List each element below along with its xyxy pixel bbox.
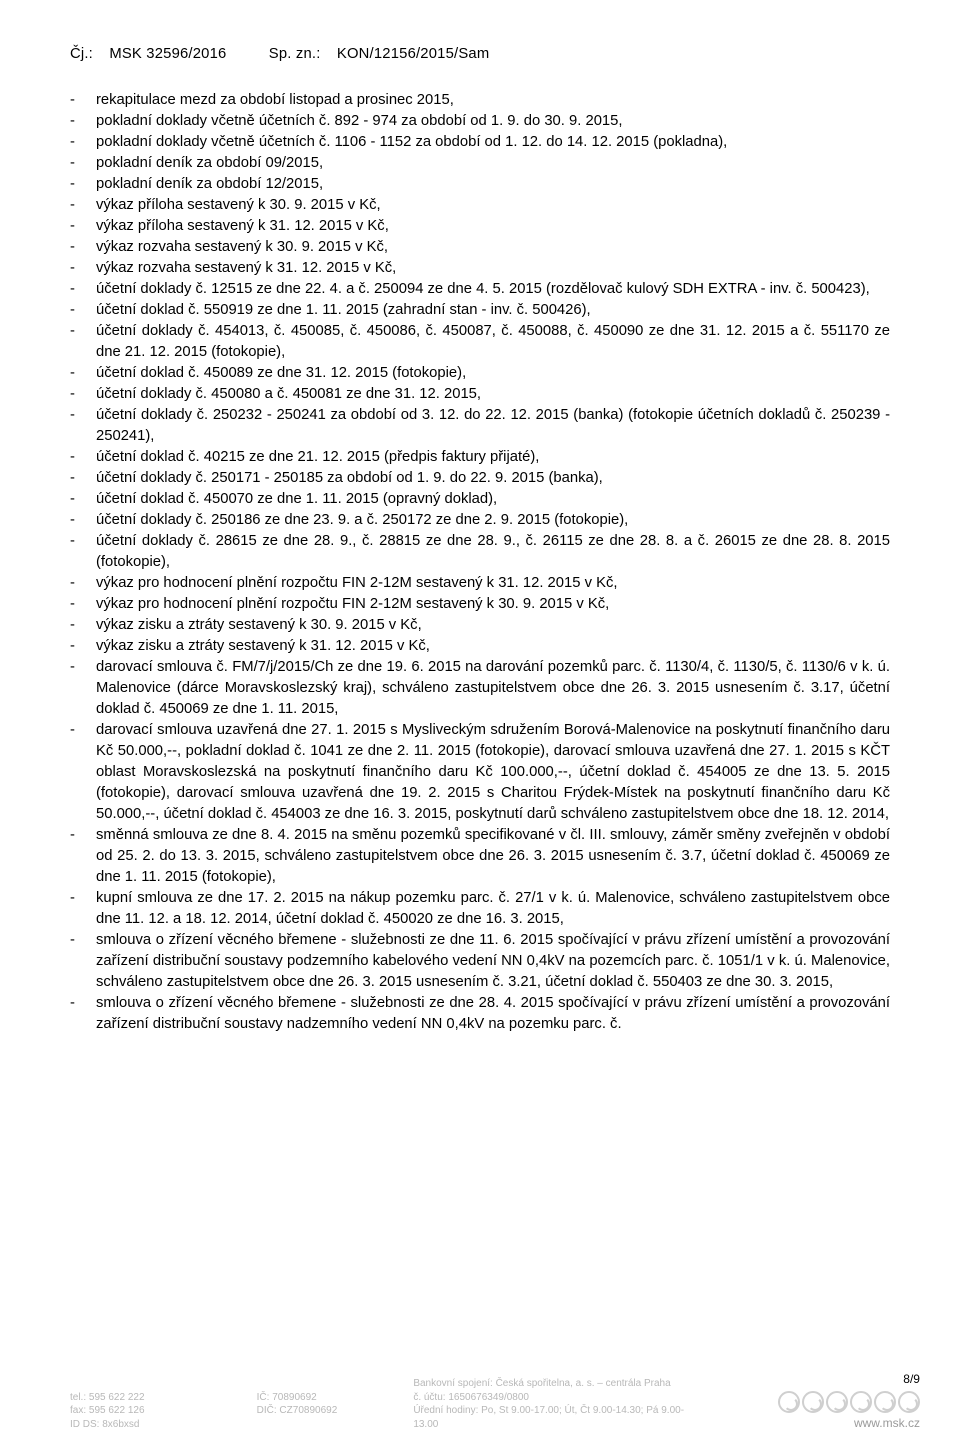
footer-acct: č. účtu: 1650676349/0800 bbox=[413, 1391, 693, 1405]
list-item: účetní doklady č. 250232 - 250241 za obd… bbox=[70, 405, 890, 447]
footer-logo bbox=[720, 1391, 920, 1413]
list-item-text: účetní doklady č. 28615 ze dne 28. 9., č… bbox=[96, 533, 890, 570]
logo-swirl-icon bbox=[898, 1391, 920, 1413]
cj-value: MSK 32596/2016 bbox=[109, 46, 226, 62]
sp-label: Sp. zn.: bbox=[269, 46, 321, 62]
list-item: výkaz rozvaha sestavený k 31. 12. 2015 v… bbox=[70, 258, 890, 279]
list-item: smlouva o zřízení věcného břemene - služ… bbox=[70, 930, 890, 993]
document-page: Čj.: MSK 32596/2016 Sp. zn.: KON/12156/2… bbox=[0, 0, 960, 1447]
logo-swirl-icon bbox=[826, 1391, 848, 1413]
page-number: 8/9 bbox=[720, 1371, 920, 1387]
list-item-text: pokladní deník za období 09/2015, bbox=[96, 155, 323, 171]
list-item-text: výkaz zisku a ztráty sestavený k 30. 9. … bbox=[96, 617, 422, 633]
footer-ic: IČ: 70890692 bbox=[257, 1391, 387, 1405]
list-item: účetní doklady č. 454013, č. 450085, č. … bbox=[70, 321, 890, 363]
list-item-text: smlouva o zřízení věcného břemene - služ… bbox=[96, 995, 890, 1032]
list-item: kupní smlouva ze dne 17. 2. 2015 na náku… bbox=[70, 888, 890, 930]
list-item-text: darovací smlouva uzavřená dne 27. 1. 201… bbox=[96, 722, 890, 822]
list-item-text: účetní doklad č. 40215 ze dne 21. 12. 20… bbox=[96, 449, 539, 465]
list-item-text: výkaz pro hodnocení plnění rozpočtu FIN … bbox=[96, 596, 609, 612]
logo-swirl-icon bbox=[874, 1391, 896, 1413]
list-item: účetní doklad č. 550919 ze dne 1. 11. 20… bbox=[70, 300, 890, 321]
list-item: účetní doklady č. 450080 a č. 450081 ze … bbox=[70, 384, 890, 405]
list-item: účetní doklady č. 250171 - 250185 za obd… bbox=[70, 468, 890, 489]
list-item-text: výkaz příloha sestavený k 31. 12. 2015 v… bbox=[96, 218, 389, 234]
list-item: pokladní deník za období 09/2015, bbox=[70, 153, 890, 174]
footer-fax: fax: 595 622 126 bbox=[70, 1404, 230, 1418]
list-item: výkaz příloha sestavený k 30. 9. 2015 v … bbox=[70, 195, 890, 216]
list-item-text: účetní doklady č. 250186 ze dne 23. 9. a… bbox=[96, 512, 628, 528]
footer-contact-col: tel.: 595 622 222 fax: 595 622 126 ID DS… bbox=[70, 1391, 230, 1432]
list-item: účetní doklady č. 250186 ze dne 23. 9. a… bbox=[70, 510, 890, 531]
list-item-text: pokladní doklady včetně účetních č. 892 … bbox=[96, 113, 623, 129]
list-item-text: účetní doklad č. 450070 ze dne 1. 11. 20… bbox=[96, 491, 497, 507]
list-item: smlouva o zřízení věcného břemene - služ… bbox=[70, 993, 890, 1035]
list-item: směnná smlouva ze dne 8. 4. 2015 na směn… bbox=[70, 825, 890, 888]
list-item-text: rekapitulace mezd za období listopad a p… bbox=[96, 92, 454, 108]
footer-idds: ID DS: 8x6bxsd bbox=[70, 1418, 230, 1432]
list-item: pokladní doklady včetně účetních č. 1106… bbox=[70, 132, 890, 153]
logo-swirl-icon bbox=[778, 1391, 800, 1413]
list-item: účetní doklady č. 12515 ze dne 22. 4. a … bbox=[70, 279, 890, 300]
list-item-text: směnná smlouva ze dne 8. 4. 2015 na směn… bbox=[96, 827, 890, 885]
list-item: výkaz zisku a ztráty sestavený k 30. 9. … bbox=[70, 615, 890, 636]
cj-label: Čj.: bbox=[70, 46, 93, 62]
footer-id-col: IČ: 70890692 DIČ: CZ70890692 bbox=[257, 1391, 387, 1432]
list-item-text: výkaz rozvaha sestavený k 31. 12. 2015 v… bbox=[96, 260, 396, 276]
list-item-text: účetní doklady č. 250232 - 250241 za obd… bbox=[96, 407, 890, 444]
list-item-text: účetní doklady č. 250171 - 250185 za obd… bbox=[96, 470, 603, 486]
list-item-text: účetní doklady č. 454013, č. 450085, č. … bbox=[96, 323, 890, 360]
list-item: darovací smlouva č. FM/7/j/2015/Ch ze dn… bbox=[70, 657, 890, 720]
list-item: výkaz zisku a ztráty sestavený k 31. 12.… bbox=[70, 636, 890, 657]
footer-tel: tel.: 595 622 222 bbox=[70, 1391, 230, 1405]
list-item: darovací smlouva uzavřená dne 27. 1. 201… bbox=[70, 720, 890, 825]
footer-bank-col: Bankovní spojení: Česká spořitelna, a. s… bbox=[413, 1377, 693, 1431]
logo-swirl-icon bbox=[850, 1391, 872, 1413]
footer-www: www.msk.cz bbox=[720, 1415, 920, 1431]
list-item-text: smlouva o zřízení věcného břemene - služ… bbox=[96, 932, 890, 990]
list-item-text: výkaz příloha sestavený k 30. 9. 2015 v … bbox=[96, 197, 381, 213]
list-item: výkaz pro hodnocení plnění rozpočtu FIN … bbox=[70, 573, 890, 594]
sp-value: KON/12156/2015/Sam bbox=[337, 46, 490, 62]
list-item-text: pokladní deník za období 12/2015, bbox=[96, 176, 323, 192]
footer-bank: Bankovní spojení: Česká spořitelna, a. s… bbox=[413, 1377, 693, 1391]
list-item: účetní doklad č. 450070 ze dne 1. 11. 20… bbox=[70, 489, 890, 510]
list-item: účetní doklad č. 450089 ze dne 31. 12. 2… bbox=[70, 363, 890, 384]
list-item: pokladní deník za období 12/2015, bbox=[70, 174, 890, 195]
list-item: výkaz rozvaha sestavený k 30. 9. 2015 v … bbox=[70, 237, 890, 258]
list-item-text: kupní smlouva ze dne 17. 2. 2015 na náku… bbox=[96, 890, 890, 927]
list-item-text: účetní doklad č. 550919 ze dne 1. 11. 20… bbox=[96, 302, 591, 318]
list-item-text: výkaz zisku a ztráty sestavený k 31. 12.… bbox=[96, 638, 430, 654]
list-item-text: účetní doklady č. 12515 ze dne 22. 4. a … bbox=[96, 281, 870, 297]
list-item-text: pokladní doklady včetně účetních č. 1106… bbox=[96, 134, 727, 150]
footer-right-col: 8/9 www.msk.cz bbox=[720, 1371, 920, 1431]
list-item: pokladní doklady včetně účetních č. 892 … bbox=[70, 111, 890, 132]
page-footer: tel.: 595 622 222 fax: 595 622 126 ID DS… bbox=[70, 1371, 920, 1431]
footer-hours: Úřední hodiny: Po, St 9.00-17.00; Út, Čt… bbox=[413, 1404, 693, 1431]
list-item-text: výkaz rozvaha sestavený k 30. 9. 2015 v … bbox=[96, 239, 388, 255]
list-item: účetní doklady č. 28615 ze dne 28. 9., č… bbox=[70, 531, 890, 573]
list-item-text: účetní doklad č. 450089 ze dne 31. 12. 2… bbox=[96, 365, 466, 381]
document-list: rekapitulace mezd za období listopad a p… bbox=[70, 90, 890, 1035]
list-item: výkaz příloha sestavený k 31. 12. 2015 v… bbox=[70, 216, 890, 237]
list-item-text: výkaz pro hodnocení plnění rozpočtu FIN … bbox=[96, 575, 617, 591]
list-item-text: účetní doklady č. 450080 a č. 450081 ze … bbox=[96, 386, 481, 402]
list-item-text: darovací smlouva č. FM/7/j/2015/Ch ze dn… bbox=[96, 659, 890, 717]
list-item: rekapitulace mezd za období listopad a p… bbox=[70, 90, 890, 111]
list-item: účetní doklad č. 40215 ze dne 21. 12. 20… bbox=[70, 447, 890, 468]
logo-swirl-icon bbox=[802, 1391, 824, 1413]
document-header: Čj.: MSK 32596/2016 Sp. zn.: KON/12156/2… bbox=[70, 46, 890, 62]
list-item: výkaz pro hodnocení plnění rozpočtu FIN … bbox=[70, 594, 890, 615]
footer-dic: DIČ: CZ70890692 bbox=[257, 1404, 387, 1418]
